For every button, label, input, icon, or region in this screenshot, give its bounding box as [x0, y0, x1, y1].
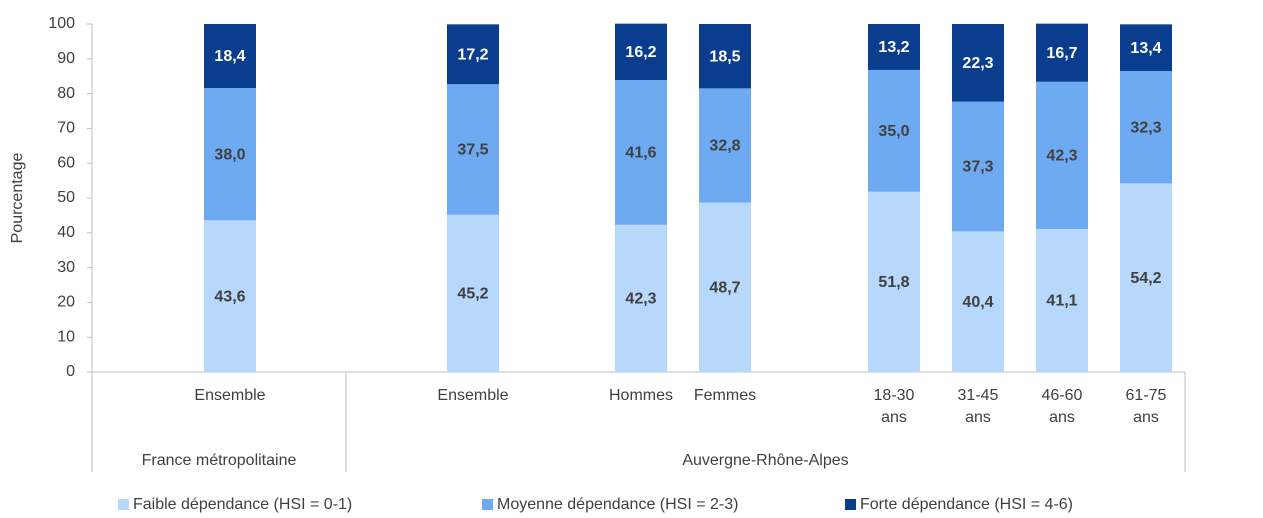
bar-segment [699, 202, 751, 372]
value-label: 13,4 [1130, 40, 1161, 57]
bar-segment [1120, 70, 1172, 184]
x-tick-label: Ensemble [437, 387, 509, 404]
y-tick-label: 70 [57, 120, 75, 137]
value-label: 37,5 [457, 142, 488, 159]
x-tick-label: Femmes [693, 387, 757, 404]
legend-label: Faible dépendance (HSI = 0-1) [133, 496, 352, 513]
bar-segment [699, 24, 751, 89]
x-tick-label: 61-75 ans [1125, 387, 1167, 426]
y-tick-label: 90 [57, 50, 75, 67]
bar-segment [1036, 228, 1088, 372]
bar-segment [699, 88, 751, 203]
value-label: 18,4 [214, 48, 245, 65]
bar-segment [868, 24, 920, 70]
value-label: 18,5 [709, 48, 740, 65]
y-tick-label: 50 [57, 189, 75, 206]
bar-segment [204, 88, 256, 221]
bar-segment [1036, 23, 1088, 82]
value-label: 32,8 [709, 138, 740, 155]
bar-segment [615, 224, 667, 372]
value-label: 41,6 [625, 145, 656, 162]
value-label: 48,7 [709, 279, 740, 296]
value-label: 41,1 [1046, 293, 1077, 310]
bar-segment [952, 24, 1004, 102]
y-tick-label: 20 [57, 294, 75, 311]
legend-label: Moyenne dépendance (HSI = 2-3) [497, 496, 738, 513]
y-tick-label: 40 [57, 224, 75, 241]
value-label: 43,6 [214, 288, 245, 305]
value-label: 42,3 [625, 291, 656, 308]
x-tick-label: Ensemble [194, 387, 266, 404]
bar-segment [868, 191, 920, 372]
value-label: 35,0 [878, 123, 909, 140]
value-label: 45,2 [457, 286, 488, 303]
value-label: 17,2 [457, 46, 488, 63]
bar-segment [447, 214, 499, 372]
bar-segment [952, 101, 1004, 232]
legend-label: Forte dépendance (HSI = 4-6) [860, 496, 1073, 513]
value-label: 32,3 [1130, 119, 1161, 136]
value-label: 16,7 [1046, 45, 1077, 62]
value-label: 54,2 [1130, 270, 1161, 287]
y-tick-label: 0 [66, 363, 75, 380]
x-tick-label: 31-45 ans [957, 387, 999, 426]
x-tick-label: 18-30 ans [873, 387, 915, 426]
y-tick-label: 100 [48, 15, 75, 32]
bar-segment [615, 23, 667, 81]
value-label: 38,0 [214, 146, 245, 163]
bar-segment [868, 69, 920, 192]
value-label: 16,2 [625, 44, 656, 61]
value-label: 40,4 [962, 294, 993, 311]
legend-swatch [482, 499, 493, 510]
y-tick-label: 30 [57, 259, 75, 276]
bar-segment [204, 220, 256, 372]
y-tick-label: 10 [57, 328, 75, 345]
legend-swatch [118, 499, 129, 510]
bar-segment [1120, 183, 1172, 372]
bar-segment [952, 231, 1004, 372]
bar-segment [1036, 81, 1088, 229]
bar-segment [447, 84, 499, 215]
x-tick-label: 46-60 ans [1041, 387, 1083, 426]
x-tick-label: Hommes [608, 387, 673, 404]
value-label: 13,2 [878, 39, 909, 56]
value-label: 51,8 [878, 274, 909, 291]
value-label: 37,3 [962, 159, 993, 176]
bar-segment [204, 24, 256, 89]
group-label: Auvergne-Rhône-Alpes [682, 452, 849, 469]
group-label: France métropolitaine [141, 452, 297, 469]
bar-segment [1120, 24, 1172, 71]
legend-swatch [845, 499, 856, 510]
y-tick-label: 80 [57, 85, 75, 102]
bar-segment [447, 24, 499, 85]
value-label: 22,3 [962, 55, 993, 72]
bar-segment [615, 80, 667, 225]
value-label: 42,3 [1046, 148, 1077, 165]
y-axis-label: Pourcentage [9, 153, 26, 244]
y-tick-label: 60 [57, 154, 75, 171]
